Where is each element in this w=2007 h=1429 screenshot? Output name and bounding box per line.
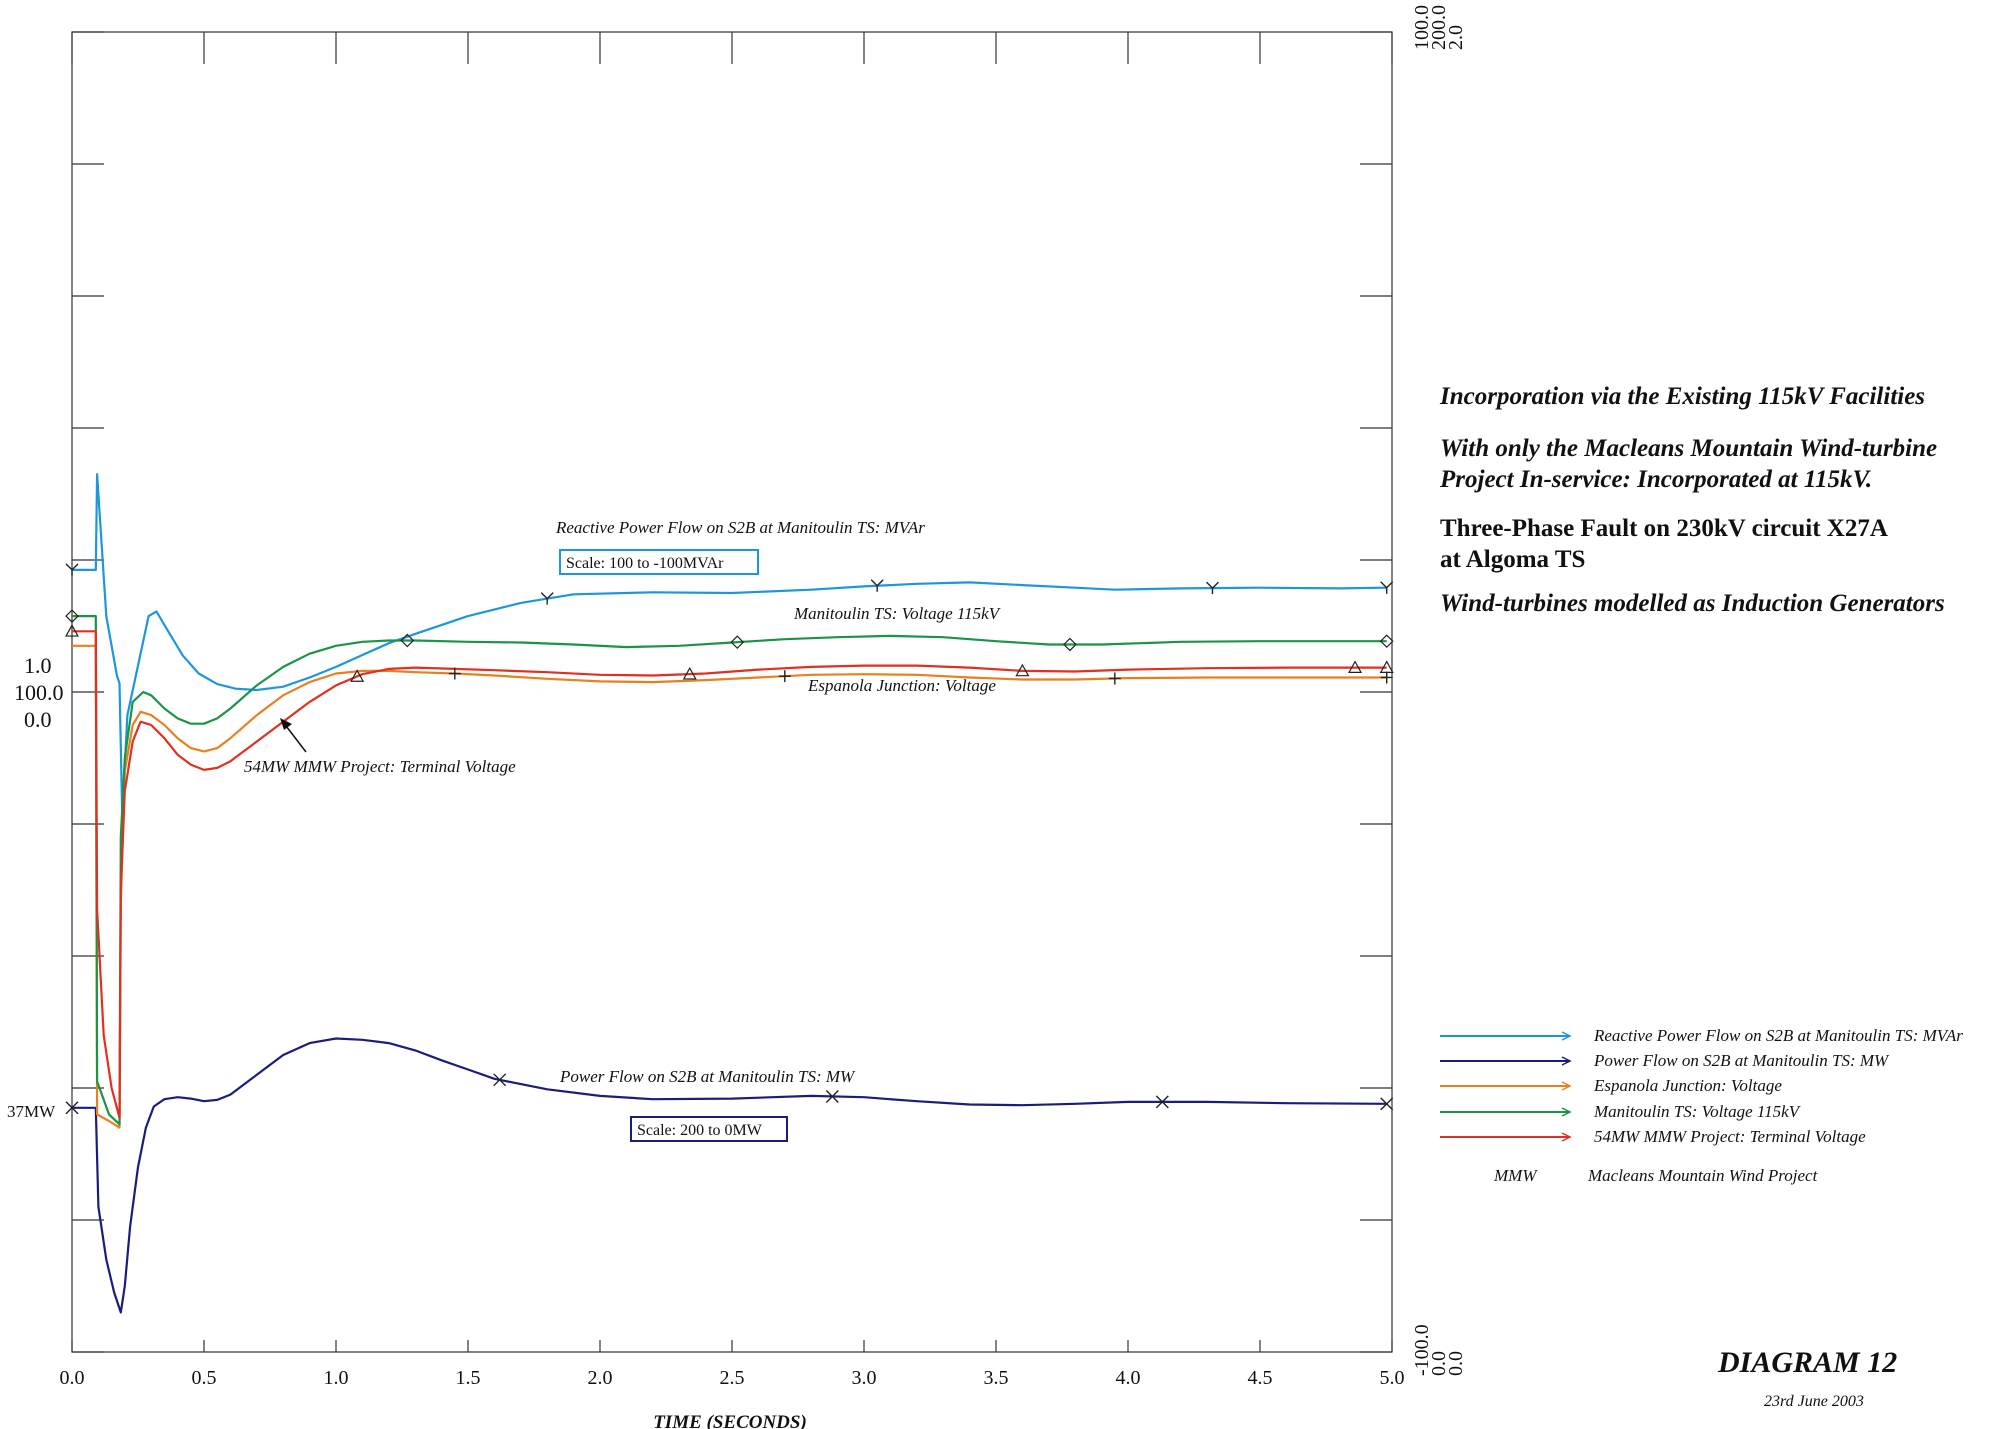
diagram-number: DIAGRAM 12: [1718, 1346, 1898, 1379]
x-tick-label: 3.0: [852, 1367, 877, 1389]
power-curve-label: Power Flow on S2B at Manitoulin TS: MW: [559, 1067, 856, 1086]
series-line-3: [72, 644, 1387, 1129]
x-tick-label: 2.5: [720, 1367, 745, 1389]
side-note-macleans-1: With only the Macleans Mountain Wind-tur…: [1440, 435, 1938, 462]
x-tick-label: 5.0: [1380, 1367, 1405, 1389]
series-line-5: [72, 630, 1387, 1119]
right-axis-bottom-label-3: 0.0: [1445, 1351, 1467, 1376]
legend-entry: Power Flow on S2B at Manitoulin TS: MW: [1440, 1051, 1890, 1070]
series-lines: [72, 473, 1387, 1314]
right-axis-top-labels: 100.0 200.0 2.0: [1411, 5, 1467, 50]
series-marker: [1155, 1095, 1169, 1109]
legend-entry: 54MW MMW Project: Terminal Voltage: [1440, 1127, 1866, 1146]
left-annotation-37mw: 37MW: [7, 1102, 56, 1121]
x-tick-label: 0.5: [192, 1367, 217, 1389]
legend-entry: Espanola Junction: Voltage: [1440, 1076, 1782, 1095]
legend-arrowhead: [1561, 1056, 1572, 1066]
terminal-arrow: [280, 718, 307, 753]
legend-abbrev-value: Macleans Mountain Wind Project: [1587, 1166, 1819, 1185]
series-marker: [350, 669, 365, 682]
right-axis-bottom-labels: -100.0 0.0 0.0: [1411, 1324, 1467, 1376]
right-axis-top-label-3: 2.0: [1445, 25, 1467, 50]
legend-entry: Manitoulin TS: Voltage 115kV: [1440, 1102, 1802, 1121]
left-axis-label-mvar: 100.0: [14, 680, 64, 705]
series-marker: [493, 1073, 507, 1087]
x-tick-label: 1.0: [324, 1367, 349, 1389]
reactive-scale-label: Scale: 100 to -100MVAr: [566, 555, 724, 572]
legend-label: Reactive Power Flow on S2B at Manitoulin…: [1593, 1026, 1963, 1045]
series-marker: [1063, 637, 1077, 652]
series-marker: [1348, 660, 1363, 673]
series-line-4: [72, 615, 1387, 1126]
series-marker: [1379, 660, 1394, 673]
series-marker: [1379, 634, 1394, 649]
left-axis-label-zero: 0.0: [24, 707, 52, 732]
right-axis-top-label-2: 200.0: [1428, 5, 1450, 50]
series-line-2: [72, 1037, 1387, 1314]
side-note-macleans-2: Project In-service: Incorporated at 115k…: [1440, 466, 1873, 493]
side-note-wind-model: Wind-turbines modelled as Induction Gene…: [1440, 590, 1945, 617]
series-marker: [1380, 1097, 1394, 1111]
legend-label: Espanola Junction: Voltage: [1593, 1076, 1782, 1095]
series-marker: [65, 1101, 79, 1115]
series-marker: [65, 563, 79, 576]
legend-arrowhead: [1561, 1031, 1572, 1041]
legend: Reactive Power Flow on S2B at Manitoulin…: [1440, 1026, 1963, 1146]
x-tick-label: 1.5: [456, 1367, 481, 1389]
x-tick-label: 0.0: [60, 1367, 85, 1389]
legend-arrowhead: [1561, 1081, 1572, 1091]
right-axis-top-label-1: 100.0: [1411, 5, 1433, 50]
legend-label: 54MW MMW Project: Terminal Voltage: [1594, 1127, 1866, 1146]
legend-label: Power Flow on S2B at Manitoulin TS: MW: [1593, 1051, 1890, 1070]
reactive-scale-box: [559, 549, 759, 575]
legend-entry: Reactive Power Flow on S2B at Manitoulin…: [1440, 1026, 1963, 1045]
series-marker: [400, 633, 415, 648]
series-marker: [778, 670, 791, 683]
right-axis-bottom-label-1: -100.0: [1411, 1324, 1433, 1376]
series-marker: [1380, 671, 1393, 684]
power-scale-box: [630, 1116, 788, 1142]
side-note-fault-2: at Algoma TS: [1440, 546, 1586, 573]
reactive-curve-label: Reactive Power Flow on S2B at Manitoulin…: [555, 518, 925, 537]
series-marker: [64, 624, 80, 637]
plot-frame: [71, 31, 1393, 1353]
manitoulin-curve-label: Manitoulin TS: Voltage 115kV: [793, 604, 1002, 623]
side-note-fault-1: Three-Phase Fault on 230kV circuit X27A: [1440, 515, 1888, 542]
series-marker: [1205, 581, 1219, 595]
plot-border: [71, 31, 1393, 1353]
series-marker: [1380, 581, 1394, 594]
side-note-incorporation: Incorporation via the Existing 115kV Fac…: [1440, 383, 1926, 410]
legend-abbrev-key: MMW: [1493, 1166, 1538, 1185]
x-tick-label: 4.5: [1248, 1367, 1273, 1389]
series-marker: [448, 667, 461, 680]
series-marker: [825, 1089, 839, 1103]
series-marker: [682, 666, 697, 680]
series-marker: [65, 609, 79, 623]
power-scale-label: Scale: 200 to 0MW: [637, 1122, 763, 1139]
diagram-date: 23rd June 2003: [1764, 1393, 1864, 1410]
x-tick-label: 2.0: [588, 1367, 613, 1389]
left-axis-label-voltage: 1.0: [24, 653, 52, 678]
series-marker: [870, 579, 884, 592]
legend-arrowhead: [1561, 1132, 1572, 1142]
x-axis-label: TIME (SECONDS): [653, 1412, 807, 1429]
terminal-curve-label: 54MW MMW Project: Terminal Voltage: [244, 757, 516, 776]
right-axis-bottom-label-2: 0.0: [1428, 1351, 1450, 1376]
x-tick-label: 4.0: [1116, 1367, 1141, 1389]
axis-ticks: [71, 31, 1393, 1353]
x-tick-label: 3.5: [984, 1367, 1009, 1389]
series-markers: [64, 563, 1394, 1115]
series-marker: [730, 635, 745, 650]
series-marker: [540, 592, 554, 605]
espanola-curve-label: Espanola Junction: Voltage: [807, 676, 996, 695]
legend-arrowhead: [1561, 1107, 1572, 1117]
series-marker: [1015, 663, 1030, 677]
x-tick-labels: 0.0 0.5 1.0 1.5 2.0 2.5 3.0 3.5 4.0 4.5 5.0: [60, 1367, 1405, 1389]
legend-label: Manitoulin TS: Voltage 115kV: [1593, 1102, 1802, 1121]
series-marker: [1108, 672, 1121, 685]
